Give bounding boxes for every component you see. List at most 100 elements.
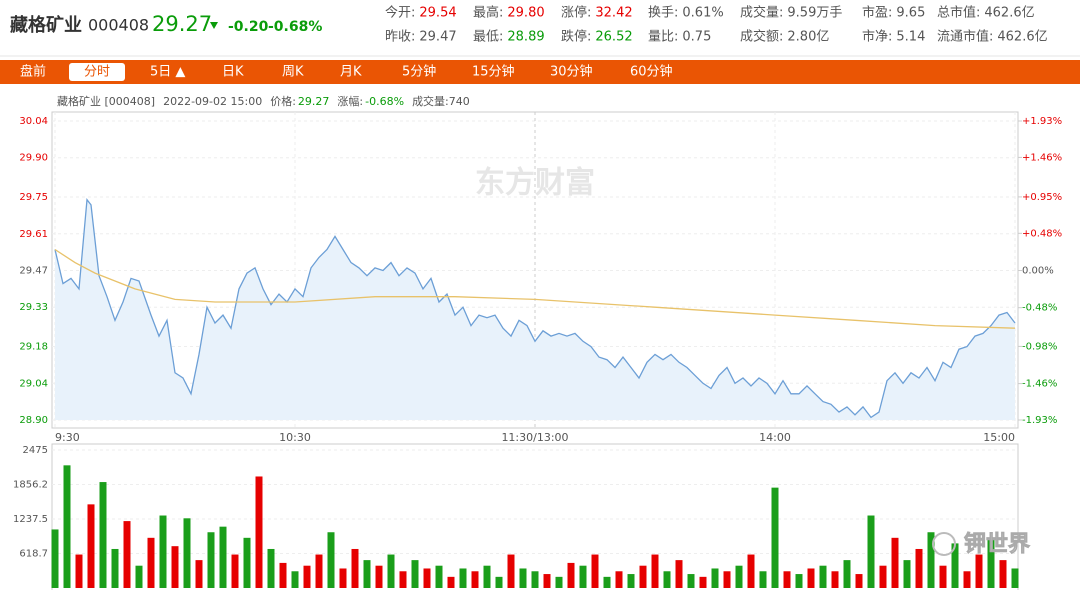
info-label: 市净: (862, 29, 892, 45)
volume-bar (231, 554, 239, 588)
volume-bar (1011, 568, 1019, 588)
tab[interactable]: 周K (282, 65, 304, 80)
info-label: 成交量: (740, 5, 783, 21)
chart-info-text: -0.68% (365, 95, 404, 108)
volume-bar (723, 571, 731, 588)
volume-bar (399, 571, 407, 588)
volume-bar (867, 515, 875, 588)
volume-bar (303, 565, 311, 588)
volume-bar (363, 560, 371, 588)
tab[interactable]: 日K (222, 65, 244, 80)
volume-bar (951, 543, 959, 588)
volume-bar (123, 521, 131, 588)
tab[interactable]: 15分钟 (472, 64, 515, 80)
y-tick-label: 29.61 (19, 229, 48, 240)
info-value: 29.47 (419, 30, 456, 45)
chart-info: 藏格矿业 [000408] 2022-09-02 15:00 价格: 29.27 涨幅:… (57, 94, 470, 108)
x-tick-label: 9:30 (55, 431, 80, 444)
info-label: 最高: (473, 5, 503, 21)
chart-info-text: 涨幅: (337, 95, 363, 108)
y-tick-label: 1237.5 (13, 514, 48, 525)
volume-bar (411, 560, 419, 588)
volume-bar (495, 576, 503, 588)
volume-bar (987, 537, 995, 588)
info-value: 29.54 (419, 6, 456, 21)
y2-tick-label: +0.48% (1022, 228, 1062, 239)
volume-bar (603, 576, 611, 588)
tab[interactable]: 30分钟 (550, 64, 593, 80)
info-value: 9.65 (896, 6, 925, 21)
tab[interactable]: 分时 (84, 65, 110, 80)
volume-bar (75, 554, 83, 588)
volume-bar (159, 515, 167, 588)
volume-bar (687, 574, 695, 588)
volume-bar (183, 518, 191, 588)
volume-bar (387, 554, 395, 588)
y-tick-label: 29.33 (19, 302, 48, 313)
y-tick-label: 29.90 (19, 153, 48, 164)
volume-bar (219, 526, 227, 588)
y2-tick-label: +1.46% (1022, 152, 1062, 163)
y2-tick-label: -1.46% (1022, 379, 1057, 390)
stock-price: 29.27 (152, 12, 212, 36)
volume-bar (471, 571, 479, 588)
volume-bar (975, 554, 983, 588)
info-grid: 今开: 29.54 最高: 29.80 涨停: 32.42 换手: 0.61% 成交量: 9.59… (385, 5, 1048, 45)
tab[interactable]: 盘前 (20, 64, 46, 80)
volume-bar (675, 560, 683, 588)
volume-bar (279, 562, 287, 588)
volume-bar (915, 548, 923, 588)
chart-info-text: 成交量:740 (412, 94, 470, 108)
y2-tick-label: -1.93% (1022, 415, 1057, 426)
volume-bar (207, 532, 215, 588)
info-value: 28.89 (507, 30, 544, 45)
volume-bar (759, 571, 767, 588)
tab[interactable]: 5分钟 (402, 64, 436, 80)
volume-bar (87, 504, 95, 588)
price-change-pct: -0.68% (268, 19, 322, 35)
volume-bar (591, 554, 599, 588)
volume-bar (879, 565, 887, 588)
volume-bar (351, 548, 359, 588)
volume-bar (327, 532, 335, 588)
info-value: 29.80 (507, 6, 544, 21)
info-value: 2.80亿 (787, 30, 829, 45)
volume-bar (195, 560, 203, 588)
info-value: 0.61% (682, 6, 723, 21)
volume-bar (567, 562, 575, 588)
y-tick-label: 30.04 (19, 116, 48, 127)
volume-bar (339, 568, 347, 588)
info-label: 跌停: (561, 29, 591, 45)
charts: 东方财富 30.04 29.90 29.75 29.61 29.47 29.33 29.18 2… (13, 111, 1062, 590)
watermark-icon (932, 532, 956, 556)
volume-bar (855, 574, 863, 588)
y-tick-label: 29.75 (19, 192, 48, 203)
volume-bar (663, 571, 671, 588)
volume-bar (939, 565, 947, 588)
volume-bar (291, 571, 299, 588)
tab[interactable]: 60分钟 (630, 64, 673, 80)
info-value: 0.75 (682, 30, 711, 45)
tab[interactable]: 5日 ▲ (150, 65, 185, 80)
volume-bar (999, 560, 1007, 588)
info-label: 最低: (473, 30, 503, 45)
volume-bar (375, 565, 383, 588)
info-label: 流通市值: (937, 29, 993, 45)
info-label: 今开: (385, 5, 415, 21)
y-tick-label: 618.7 (19, 549, 48, 560)
volume-bar (423, 568, 431, 588)
price-line (54, 197, 1016, 419)
tab-bar (0, 60, 1080, 84)
volume-bar (819, 565, 827, 588)
volume-bar (771, 487, 779, 588)
tab[interactable]: 月K (340, 65, 362, 80)
info-value: 32.42 (595, 6, 632, 21)
volume-bar (795, 574, 803, 588)
y-tick-label: 29.47 (19, 266, 48, 277)
watermark: 钾世界 (964, 532, 1030, 557)
volume-bar (507, 554, 515, 588)
volume-bar (555, 576, 563, 588)
volume-bar (147, 537, 155, 588)
volume-bar (243, 537, 251, 588)
